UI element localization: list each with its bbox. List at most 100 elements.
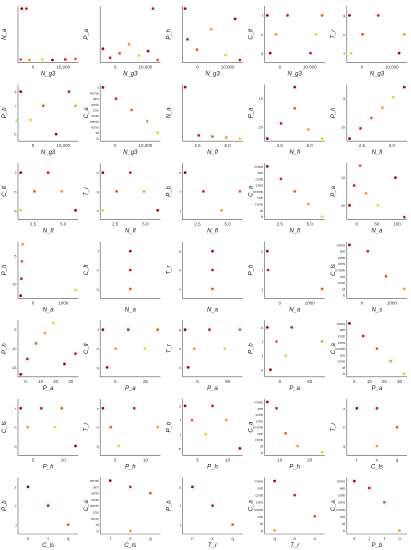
y-axis-label: C_ls bbox=[331, 264, 337, 276]
data-point bbox=[220, 208, 224, 212]
data-point bbox=[402, 32, 406, 36]
data-point bbox=[128, 529, 132, 533]
data-point bbox=[74, 288, 77, 292]
y-tick-label: b bbox=[14, 132, 17, 137]
data-point bbox=[224, 418, 228, 422]
y-tick-label: n bbox=[343, 425, 345, 430]
y-tick-label: n bbox=[179, 268, 181, 273]
x-axis-label: N_g3 bbox=[41, 72, 56, 78]
data-point bbox=[114, 347, 117, 350]
y-tick-label: mmb bbox=[336, 346, 346, 351]
y-tick-label: n bbox=[343, 32, 345, 37]
y-tick-label: x bbox=[97, 406, 99, 411]
y-axis-label: C_lt bbox=[84, 343, 90, 354]
data-point bbox=[211, 268, 214, 272]
y-axis-label: P_b bbox=[2, 107, 8, 118]
data-point bbox=[265, 249, 269, 253]
y-tick-label: rcne bbox=[255, 202, 264, 207]
data-point bbox=[208, 328, 211, 332]
y-tick-label: n bbox=[14, 189, 16, 194]
y-tick-label: rce bbox=[340, 352, 346, 357]
y-tick-label: mmb bbox=[336, 268, 346, 273]
x-axis-label: N_g3 bbox=[123, 72, 138, 78]
data-point bbox=[74, 352, 77, 356]
data-point bbox=[266, 268, 270, 272]
data-point bbox=[40, 58, 44, 62]
y-tick-label: s bbox=[15, 484, 17, 489]
data-point bbox=[358, 164, 362, 168]
data-point bbox=[359, 126, 362, 130]
data-point bbox=[265, 326, 269, 329]
y-tick-label: j bbox=[261, 353, 263, 358]
data-point bbox=[20, 277, 23, 280]
x-tick-label: 0 bbox=[114, 143, 117, 148]
data-point bbox=[128, 287, 132, 291]
panel-11: 2.5 5.0 t n q N_fl C_lt bbox=[2, 163, 79, 235]
x-tick-label: 0 bbox=[361, 65, 364, 70]
panel-12: 2.5 5.0 n q x N_fl T_r bbox=[84, 163, 161, 235]
y-tick-label: rce bbox=[258, 195, 264, 200]
data-point bbox=[314, 32, 318, 36]
data-point bbox=[381, 106, 384, 110]
x-tick-label: n bbox=[293, 536, 296, 541]
panel-15: 0 50 100 10 20 N_a P_a bbox=[331, 163, 407, 235]
data-point bbox=[320, 215, 324, 219]
data-point bbox=[19, 372, 23, 376]
y-tick-label: mms bbox=[337, 479, 346, 484]
data-point bbox=[361, 334, 365, 338]
y-tick-label: b bbox=[179, 446, 182, 451]
y-tick-label: x bbox=[179, 286, 181, 291]
y-tick-label: rcne bbox=[91, 125, 100, 130]
panel-35: s j t o mms am cmb cms mmb rce sf b P_b C_a bbox=[331, 477, 407, 549]
data-point bbox=[211, 404, 214, 408]
x-tick-label: 2.5 bbox=[359, 143, 366, 148]
panel-34: q n x mms am cmb cms mmb rce sf b T_r C_a bbox=[249, 477, 325, 549]
x-axis-label: N_fl bbox=[125, 229, 136, 235]
y-tick-label: q bbox=[14, 444, 16, 449]
data-point bbox=[284, 432, 287, 435]
y-tick-label: cmb bbox=[91, 491, 99, 496]
y-tick-label: n bbox=[96, 268, 98, 273]
data-point bbox=[74, 444, 77, 448]
data-point bbox=[183, 404, 187, 408]
x-tick-label: 5.0 bbox=[142, 222, 149, 227]
x-axis-label: P_a bbox=[289, 386, 300, 392]
data-point bbox=[275, 406, 278, 410]
data-point bbox=[28, 58, 31, 62]
x-tick-label: 10 bbox=[61, 457, 67, 462]
x-tick-label: n bbox=[27, 536, 30, 541]
x-tick-label: 10 bbox=[225, 457, 231, 462]
data-point bbox=[223, 347, 227, 350]
y-tick-label: b bbox=[261, 450, 264, 455]
x-tick-label: 10 bbox=[143, 457, 149, 462]
y-tick-label: t bbox=[98, 249, 100, 254]
y-tick-label: b bbox=[261, 528, 264, 533]
data-point bbox=[132, 406, 136, 410]
y-tick-label: am bbox=[340, 327, 346, 332]
data-point bbox=[128, 171, 132, 175]
data-point bbox=[383, 500, 386, 504]
x-tick-label: 1000 bbox=[387, 300, 398, 305]
x-axis-label: P_h bbox=[43, 464, 54, 470]
data-point bbox=[286, 14, 289, 17]
y-axis-label: P_b bbox=[166, 185, 172, 196]
y-tick-label: j bbox=[15, 522, 17, 527]
x-tick-label: q bbox=[67, 536, 70, 541]
y-tick-label: q bbox=[179, 249, 181, 254]
data-point bbox=[211, 135, 214, 138]
data-point bbox=[279, 122, 283, 125]
data-point bbox=[190, 418, 194, 422]
y-tick-label: 15 bbox=[12, 365, 17, 370]
data-point bbox=[156, 131, 160, 135]
y-tick-label: x bbox=[97, 208, 99, 213]
data-point bbox=[186, 38, 189, 41]
data-point bbox=[101, 171, 105, 175]
y-axis-label: P_a bbox=[331, 185, 337, 196]
x-tick-label: 100 bbox=[393, 222, 401, 227]
data-point bbox=[127, 42, 131, 46]
y-axis-label: P_a bbox=[249, 107, 255, 118]
y-tick-label: 20 bbox=[259, 125, 264, 130]
y-tick-label: t bbox=[15, 406, 17, 411]
x-axis-label: N_fl bbox=[289, 229, 300, 235]
panel-16: 0 1000 5 10 N_a P_h bbox=[2, 241, 79, 313]
